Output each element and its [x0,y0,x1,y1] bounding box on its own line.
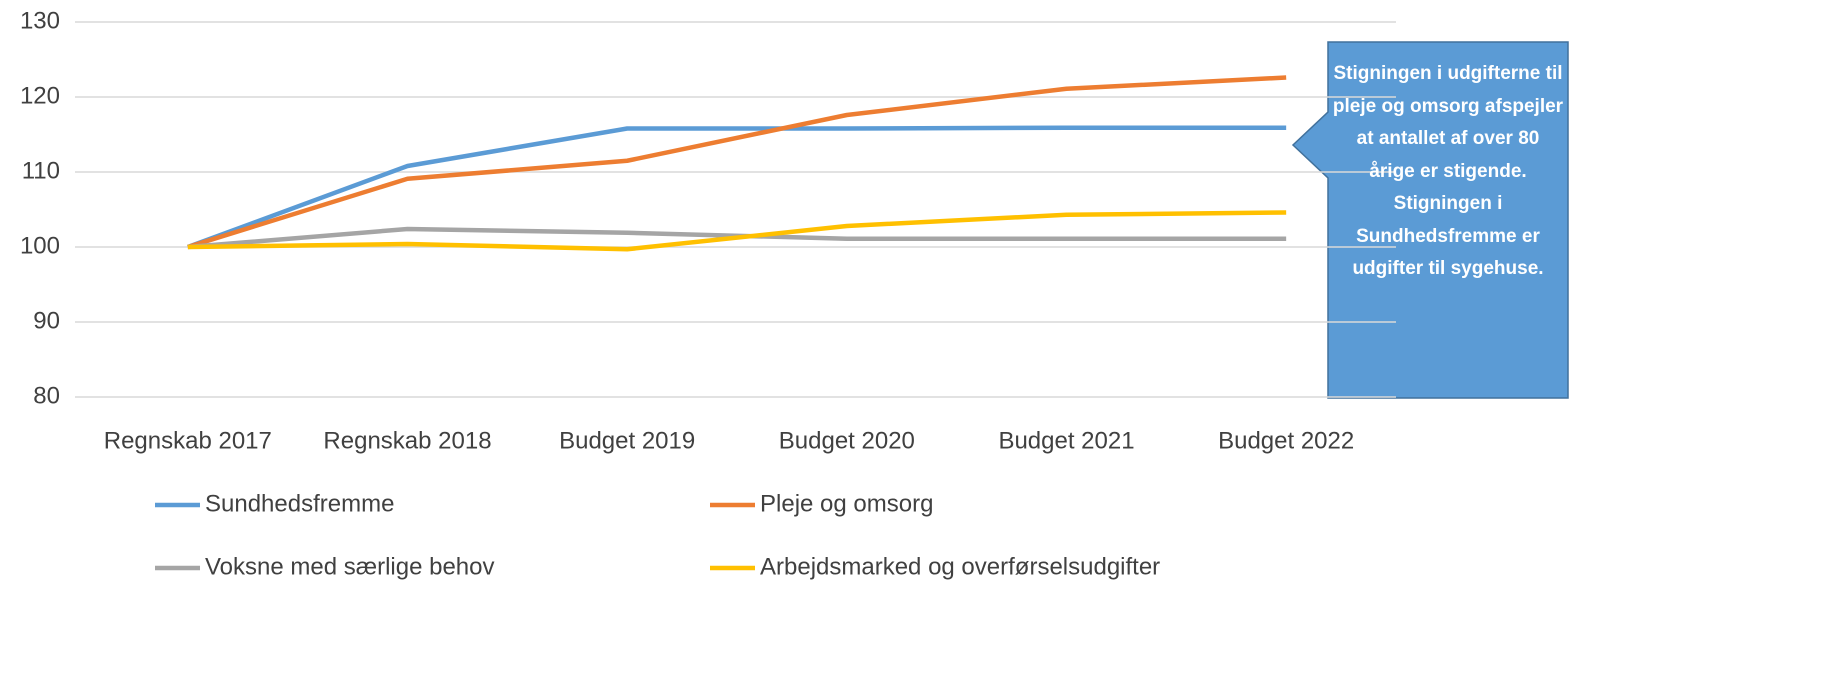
x-tick-label: Budget 2022 [1218,427,1354,454]
y-tick-label: 110 [22,157,60,184]
x-tick-label: Budget 2021 [998,427,1134,454]
y-tick-label: 100 [20,232,60,259]
x-tick-label: Regnskab 2017 [104,427,272,454]
x-tick-label: Budget 2019 [559,427,695,454]
y-tick-label: 120 [20,82,60,109]
series-line [187,210,1287,252]
series-line [187,75,1287,250]
series-line [187,125,1287,250]
legend-label: Voksne med særlige behov [205,553,495,580]
y-tick-label: 130 [20,7,60,34]
legend-label: Arbejdsmarked og overførselsudgifter [760,553,1160,580]
annotation: Stigningen i udgifterne til pleje og oms… [1332,63,1564,279]
legend-label: Sundhedsfremme [205,490,394,517]
legend-label: Pleje og omsorg [760,490,933,517]
x-tick-label: Regnskab 2018 [323,427,491,454]
y-tick-label: 80 [33,382,60,409]
callout-box [1291,41,1569,399]
x-tick-label: Budget 2020 [779,427,915,454]
y-tick-label: 90 [33,307,60,334]
